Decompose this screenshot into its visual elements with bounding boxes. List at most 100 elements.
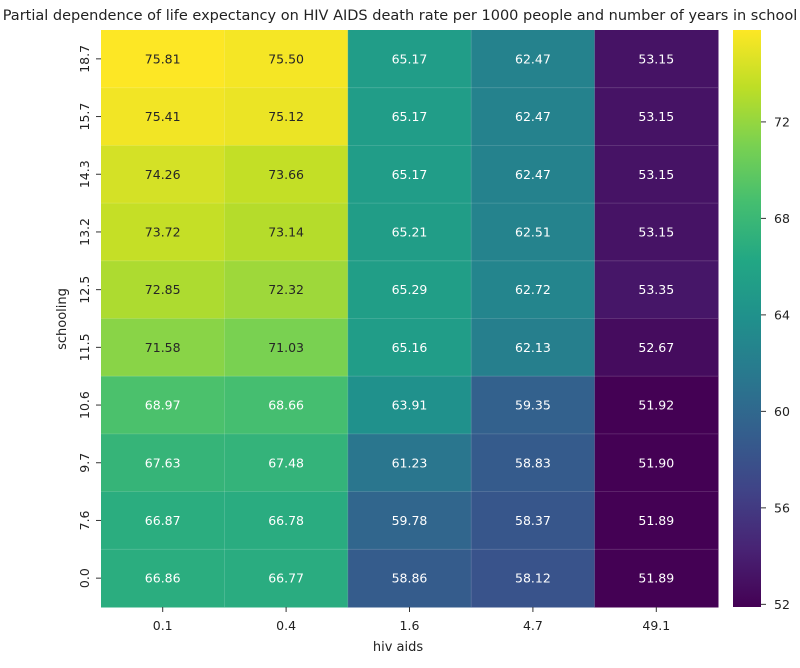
heatmap-cell bbox=[347, 30, 472, 89]
cell-value-label: 61.23 bbox=[392, 455, 428, 470]
heatmap-cell bbox=[101, 145, 225, 204]
heatmap-cell bbox=[224, 549, 349, 608]
cell-value-label: 65.29 bbox=[392, 282, 428, 297]
heatmap-cell bbox=[101, 318, 225, 377]
heatmap-cell bbox=[471, 491, 596, 550]
heatmap-cell bbox=[471, 318, 596, 377]
heatmap-cell bbox=[594, 491, 719, 550]
heatmap-cell bbox=[101, 203, 225, 262]
cell-value-label: 62.51 bbox=[515, 224, 551, 239]
cell-value-label: 68.66 bbox=[268, 398, 304, 413]
x-tick-label: 1.6 bbox=[400, 618, 420, 633]
cell-value-label: 62.47 bbox=[515, 109, 551, 124]
heatmap-cell bbox=[224, 376, 349, 435]
heatmap-cell bbox=[471, 87, 596, 146]
heatmap-cell bbox=[594, 318, 719, 377]
colorbar-tick-label: 52 bbox=[774, 597, 790, 612]
cell-value-label: 63.91 bbox=[392, 398, 428, 413]
cell-value-label: 75.50 bbox=[268, 51, 304, 66]
cell-value-label: 51.90 bbox=[638, 455, 674, 470]
heatmap-cell bbox=[101, 87, 225, 146]
y-tick-label: 11.5 bbox=[77, 333, 92, 361]
colorbar-tick-label: 64 bbox=[774, 307, 790, 322]
cell-value-label: 67.63 bbox=[145, 455, 181, 470]
y-tick-label: 14.3 bbox=[77, 160, 92, 188]
heatmap-cell bbox=[101, 491, 225, 550]
cell-value-label: 75.41 bbox=[145, 109, 181, 124]
cell-value-label: 62.47 bbox=[515, 167, 551, 182]
y-tick-label: 15.7 bbox=[77, 103, 92, 131]
heatmap-cell bbox=[224, 260, 349, 319]
y-tick-label: 12.5 bbox=[77, 276, 92, 304]
heatmap-cell bbox=[224, 87, 349, 146]
cell-value-label: 53.35 bbox=[638, 282, 674, 297]
heatmap-cell bbox=[347, 433, 472, 493]
cell-value-label: 53.15 bbox=[638, 51, 674, 66]
heatmap-cell bbox=[347, 318, 472, 377]
heatmap-cell bbox=[471, 203, 596, 262]
colorbar bbox=[733, 30, 761, 607]
cell-value-label: 65.17 bbox=[392, 109, 428, 124]
cell-value-label: 62.13 bbox=[515, 340, 551, 355]
heatmap-cell bbox=[471, 145, 596, 204]
heatmap-cell bbox=[471, 376, 596, 435]
heatmap-cell bbox=[471, 549, 596, 608]
cell-value-label: 75.81 bbox=[145, 51, 181, 66]
cell-value-label: 73.66 bbox=[268, 167, 304, 182]
colorbar-ticks: 52 56 60 64 68 72 bbox=[761, 114, 790, 612]
cell-value-label: 62.47 bbox=[515, 51, 551, 66]
cell-value-label: 71.58 bbox=[145, 340, 181, 355]
cell-value-label: 58.12 bbox=[515, 571, 551, 586]
y-axis-label: schooling bbox=[55, 288, 70, 350]
heatmap-cell bbox=[347, 491, 472, 550]
heatmap-cell bbox=[471, 30, 596, 89]
cell-value-label: 59.35 bbox=[515, 398, 551, 413]
cell-value-label: 58.86 bbox=[392, 571, 428, 586]
heatmap-cell bbox=[471, 433, 596, 493]
heatmap-cell bbox=[224, 30, 349, 89]
cell-value-label: 73.14 bbox=[268, 224, 304, 239]
heatmap-cell bbox=[347, 145, 472, 204]
cell-value-label: 65.21 bbox=[392, 224, 428, 239]
cell-value-label: 73.72 bbox=[145, 224, 181, 239]
heatmap-cell bbox=[224, 318, 349, 377]
heatmap-cell bbox=[594, 203, 719, 262]
cell-value-label: 72.32 bbox=[268, 282, 304, 297]
colorbar-tick-label: 60 bbox=[774, 404, 790, 419]
x-axis-label: hiv aids bbox=[373, 640, 424, 655]
x-tick-label: 4.7 bbox=[523, 618, 543, 633]
x-tick-label: 49.1 bbox=[642, 618, 670, 633]
heatmap-cell bbox=[594, 145, 719, 204]
cell-value-label: 53.15 bbox=[638, 224, 674, 239]
heatmap-cell-labels: 75.81 75.50 65.17 62.47 53.15 75.41 75.12 65.17… bbox=[145, 51, 674, 585]
cell-value-label: 66.77 bbox=[268, 571, 304, 586]
cell-value-label: 58.37 bbox=[515, 513, 551, 528]
chart-title: Partial dependence of life expectancy on… bbox=[3, 8, 798, 24]
cell-value-label: 53.15 bbox=[638, 167, 674, 182]
cell-value-label: 59.78 bbox=[392, 513, 428, 528]
heatmap-cell bbox=[594, 433, 719, 493]
y-tick-label: 18.7 bbox=[77, 45, 92, 73]
heatmap-cell bbox=[594, 30, 719, 89]
cell-value-label: 66.87 bbox=[145, 513, 181, 528]
cell-value-label: 68.97 bbox=[145, 398, 181, 413]
y-tick-label: 7.6 bbox=[77, 510, 92, 530]
colorbar-tick-label: 56 bbox=[774, 500, 790, 515]
heatmap-cell bbox=[224, 145, 349, 204]
cell-value-label: 72.85 bbox=[145, 282, 181, 297]
y-tick-label: 9.7 bbox=[77, 453, 92, 473]
cell-value-label: 66.86 bbox=[145, 571, 181, 586]
heatmap-cell bbox=[347, 376, 472, 435]
x-axis: 0.1 0.4 1.6 4.7 49.1 bbox=[153, 607, 670, 633]
cell-value-label: 53.15 bbox=[638, 109, 674, 124]
cell-value-label: 58.83 bbox=[515, 455, 551, 470]
heatmap-cell bbox=[101, 376, 225, 435]
cell-value-label: 67.48 bbox=[268, 455, 304, 470]
cell-value-label: 52.67 bbox=[638, 340, 674, 355]
cell-value-label: 65.16 bbox=[392, 340, 428, 355]
heatmap-cell bbox=[594, 549, 719, 608]
heatmap-cell bbox=[471, 260, 596, 319]
heatmap-cell bbox=[594, 376, 719, 435]
